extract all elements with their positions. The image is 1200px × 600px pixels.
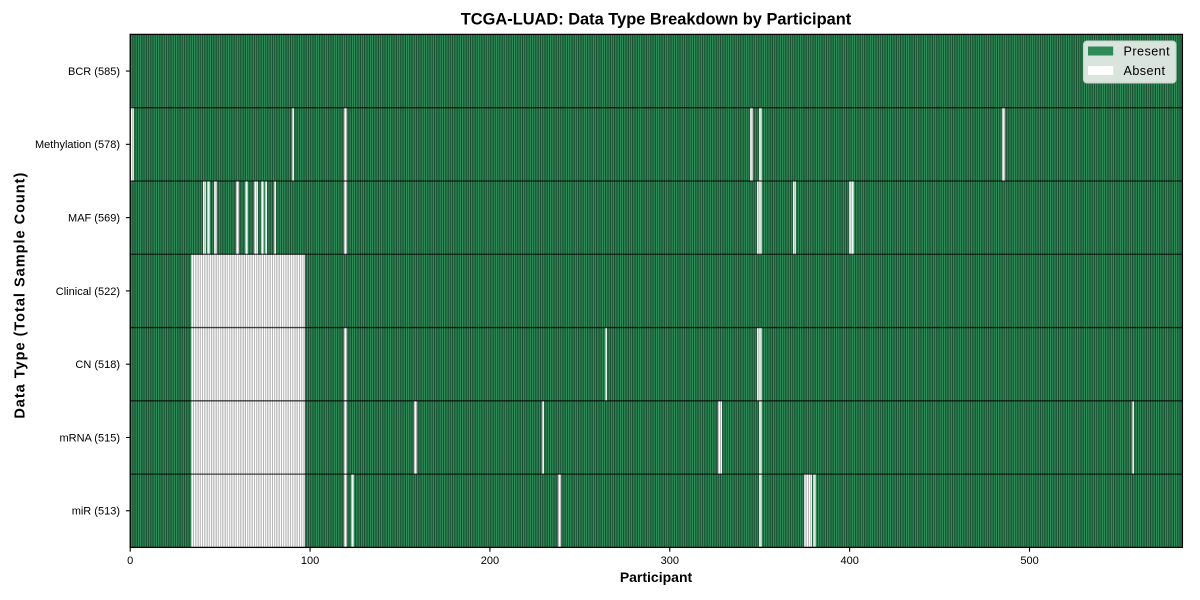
svg-text:miR (513): miR (513) [72,506,120,518]
svg-text:MAF (569): MAF (569) [68,213,120,225]
svg-text:200: 200 [481,555,499,567]
svg-text:Participant: Participant [620,569,693,585]
svg-text:500: 500 [1020,555,1038,567]
svg-text:300: 300 [661,555,679,567]
svg-text:Data Type (Total Sample Count): Data Type (Total Sample Count) [13,172,29,419]
svg-text:TCGA-LUAD: Data Type Breakdown: TCGA-LUAD: Data Type Breakdown by Partic… [461,11,852,29]
svg-text:Present: Present [1124,44,1171,58]
svg-text:Methylation (578): Methylation (578) [35,139,120,151]
svg-text:CN (518): CN (518) [75,359,120,371]
svg-text:mRNA (515): mRNA (515) [59,432,120,444]
svg-text:Absent: Absent [1124,64,1166,78]
svg-text:400: 400 [840,555,858,567]
svg-text:100: 100 [301,555,319,567]
svg-text:0: 0 [127,555,133,567]
svg-text:BCR (585): BCR (585) [68,66,120,78]
svg-text:Clinical (522): Clinical (522) [56,286,120,298]
